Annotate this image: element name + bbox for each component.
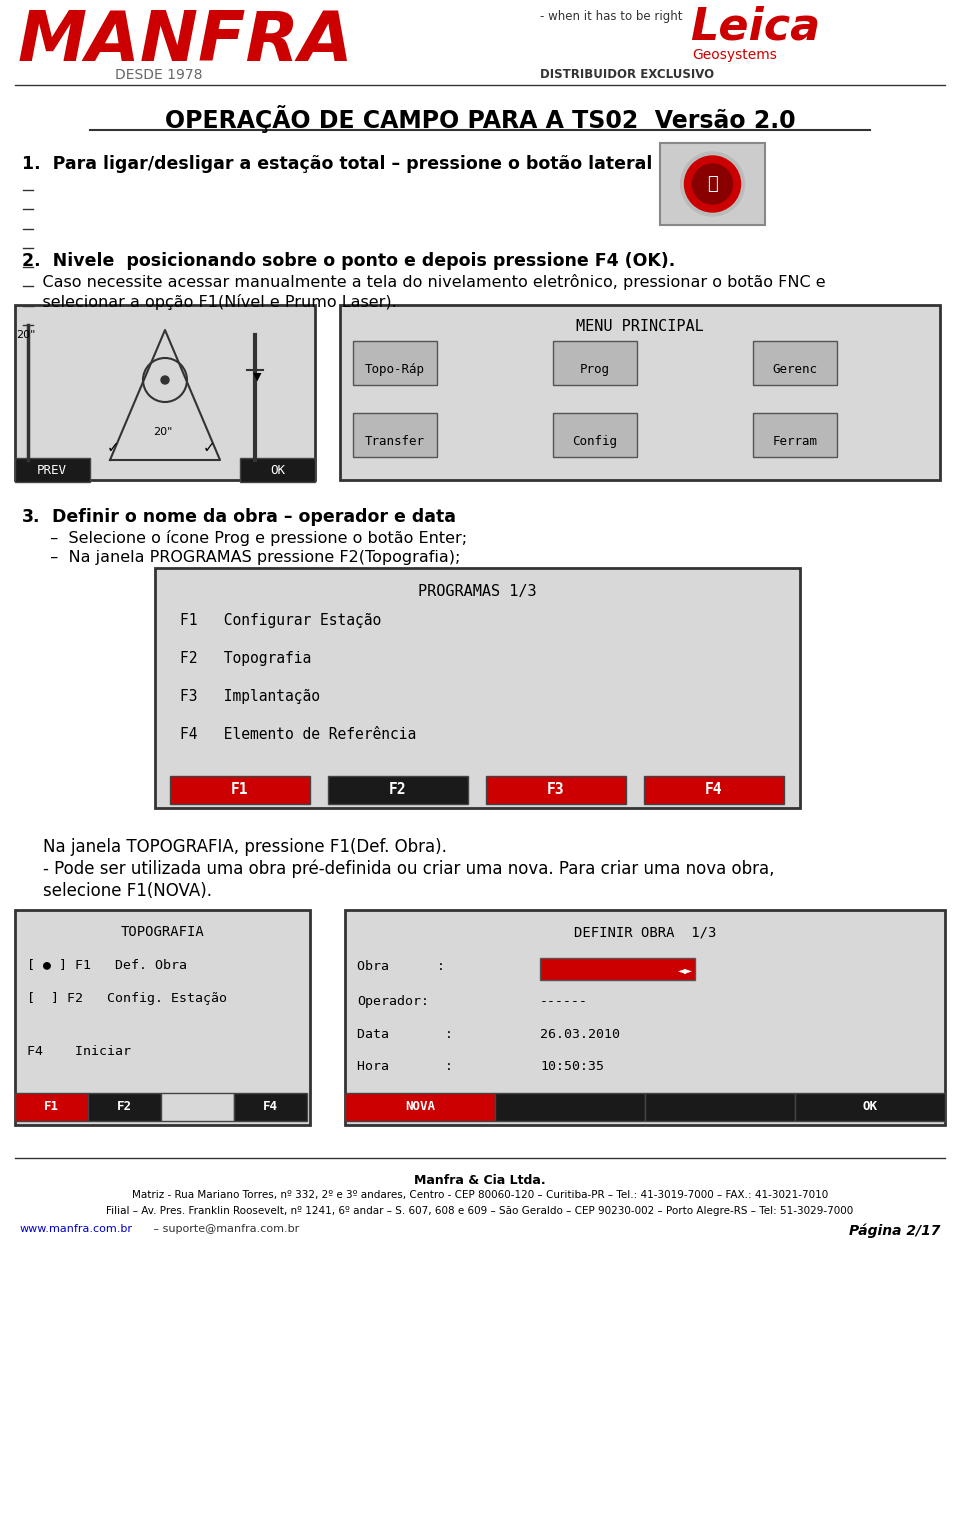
- Text: F1: F1: [44, 1101, 59, 1113]
- Text: Data       :: Data :: [357, 1028, 453, 1042]
- Text: Manfra & Cia Ltda.: Manfra & Cia Ltda.: [414, 1174, 546, 1186]
- Text: DEFINIR OBRA  1/3: DEFINIR OBRA 1/3: [574, 926, 716, 939]
- Text: www.manfra.com.br: www.manfra.com.br: [20, 1225, 133, 1234]
- Bar: [645, 1093, 795, 1121]
- Text: Geosystems: Geosystems: [692, 47, 777, 63]
- Text: ▼: ▼: [252, 372, 261, 381]
- Text: 2.  Nivele  posicionando sobre o ponto e depois pressione F4 (OK).: 2. Nivele posicionando sobre o ponto e d…: [22, 252, 675, 270]
- Text: ------: ------: [540, 994, 588, 1008]
- Text: Operador:: Operador:: [357, 994, 429, 1008]
- Text: DISTRIBUIDOR EXCLUSIVO: DISTRIBUIDOR EXCLUSIVO: [540, 69, 714, 81]
- Text: Hora       :: Hora :: [357, 1060, 453, 1074]
- Text: –  Na janela PROGRAMAS pressione F2(Topografia);: – Na janela PROGRAMAS pressione F2(Topog…: [40, 551, 461, 564]
- Text: Config: Config: [572, 435, 617, 448]
- Circle shape: [681, 152, 745, 217]
- Bar: [553, 342, 637, 384]
- Circle shape: [692, 165, 732, 204]
- Text: [ ● ] F1   Def. Obra: [ ● ] F1 Def. Obra: [27, 958, 187, 971]
- Text: OK: OK: [271, 464, 285, 476]
- Text: - Pode ser utilizada uma obra pré-definida ou criar uma nova. Para criar uma nov: - Pode ser utilizada uma obra pré-defini…: [22, 860, 775, 878]
- Bar: [15, 910, 310, 1125]
- Bar: [795, 1093, 945, 1121]
- Bar: [161, 1093, 234, 1121]
- Text: PROGRAMAS 1/3: PROGRAMAS 1/3: [419, 584, 537, 599]
- Text: OK: OK: [862, 1101, 877, 1113]
- Bar: [170, 776, 310, 804]
- Text: 20": 20": [16, 329, 36, 340]
- Text: MENU PRINCIPAL: MENU PRINCIPAL: [576, 319, 704, 334]
- Bar: [353, 342, 437, 384]
- Text: - when it has to be right: - when it has to be right: [540, 11, 683, 23]
- Bar: [753, 342, 837, 384]
- Text: Ferram: Ferram: [773, 435, 818, 448]
- Bar: [753, 413, 837, 458]
- Text: 3.: 3.: [22, 508, 40, 526]
- Text: DESDE 1978: DESDE 1978: [115, 69, 203, 82]
- Bar: [88, 1093, 161, 1121]
- Bar: [234, 1093, 307, 1121]
- Text: –  Selecione o ícone Prog e pressione o botão Enter;: – Selecione o ícone Prog e pressione o b…: [40, 531, 468, 546]
- Text: Prog: Prog: [580, 363, 610, 377]
- Text: ⏻: ⏻: [708, 175, 718, 194]
- Text: 26.03.2010: 26.03.2010: [540, 1028, 620, 1042]
- Text: OPERAÇÃO DE CAMPO PARA A TS02  Versão 2.0: OPERAÇÃO DE CAMPO PARA A TS02 Versão 2.0: [165, 105, 795, 133]
- Text: Obra      :: Obra :: [357, 961, 445, 973]
- Text: Na janela TOPOGRAFIA, pressione F1(Def. Obra).: Na janela TOPOGRAFIA, pressione F1(Def. …: [22, 839, 446, 856]
- Text: Transfer: Transfer: [365, 435, 425, 448]
- Text: TOPOGRAFIA: TOPOGRAFIA: [121, 926, 204, 939]
- Text: MANFRA: MANFRA: [18, 8, 353, 75]
- Bar: [540, 958, 695, 981]
- Text: F2: F2: [117, 1101, 132, 1113]
- Bar: [15, 458, 90, 482]
- Bar: [553, 413, 637, 458]
- Text: Filial – Av. Pres. Franklin Roosevelt, nº 1241, 6º andar – S. 607, 608 e 609 – S: Filial – Av. Pres. Franklin Roosevelt, n…: [107, 1206, 853, 1215]
- Text: 10:50:35: 10:50:35: [540, 1060, 604, 1074]
- Text: F2: F2: [389, 782, 407, 798]
- Text: Matriz - Rua Mariano Torres, nº 332, 2º e 3º andares, Centro - CEP 80060-120 – C: Matriz - Rua Mariano Torres, nº 332, 2º …: [132, 1190, 828, 1200]
- Text: [  ] F2   Config. Estação: [ ] F2 Config. Estação: [27, 991, 227, 1005]
- Text: F4    Iniciar: F4 Iniciar: [27, 1045, 131, 1058]
- Text: Página 2/17: Página 2/17: [849, 1225, 940, 1238]
- Text: F4: F4: [263, 1101, 278, 1113]
- Text: Caso necessite acessar manualmente a tela do nivelamento eletrônico, pressionar : Caso necessite acessar manualmente a tel…: [22, 274, 826, 290]
- Text: 20": 20": [153, 427, 173, 438]
- Bar: [345, 1093, 495, 1121]
- Text: F2   Topografia: F2 Topografia: [180, 651, 311, 666]
- Text: ◄►: ◄►: [678, 965, 692, 974]
- Text: F3   Implantação: F3 Implantação: [180, 689, 320, 705]
- Circle shape: [161, 377, 169, 384]
- Text: F3: F3: [547, 782, 564, 798]
- Bar: [353, 413, 437, 458]
- Bar: [328, 776, 468, 804]
- Bar: [15, 305, 315, 480]
- Bar: [240, 458, 315, 482]
- Text: F1: F1: [231, 782, 249, 798]
- Bar: [340, 305, 940, 480]
- Bar: [660, 143, 765, 226]
- Bar: [486, 776, 626, 804]
- Text: PREV: PREV: [37, 464, 67, 476]
- Text: 1.  ​Para ligar/desligar a estação total​ – pressione o botão lateral: 1. ​Para ligar/desligar a estação total​…: [22, 156, 653, 172]
- Bar: [155, 567, 800, 808]
- Text: Gerenc: Gerenc: [773, 363, 818, 377]
- Circle shape: [684, 156, 740, 212]
- Text: NOVA: NOVA: [405, 1101, 435, 1113]
- Text: ✓: ✓: [203, 441, 216, 454]
- Bar: [644, 776, 784, 804]
- Text: selecione F1(NOVA).: selecione F1(NOVA).: [22, 881, 212, 900]
- Bar: [345, 910, 945, 1125]
- Text: Topo-Ráp: Topo-Ráp: [365, 363, 425, 377]
- Text: F4   Elemento de Referência: F4 Elemento de Referência: [180, 727, 417, 743]
- Bar: [495, 1093, 645, 1121]
- Text: F4: F4: [706, 782, 723, 798]
- Text: ✓: ✓: [107, 441, 120, 454]
- Text: Definir o nome da obra – operador e data: Definir o nome da obra – operador e data: [40, 508, 456, 526]
- Bar: [15, 1093, 88, 1121]
- Text: Leica: Leica: [690, 6, 820, 49]
- Text: selecionar a opção F1(Nível e Prumo Laser).: selecionar a opção F1(Nível e Prumo Lase…: [22, 294, 396, 310]
- Text: – suporte@manfra.com.br: – suporte@manfra.com.br: [150, 1225, 300, 1234]
- Text: F1   Configurar Estação: F1 Configurar Estação: [180, 613, 381, 628]
